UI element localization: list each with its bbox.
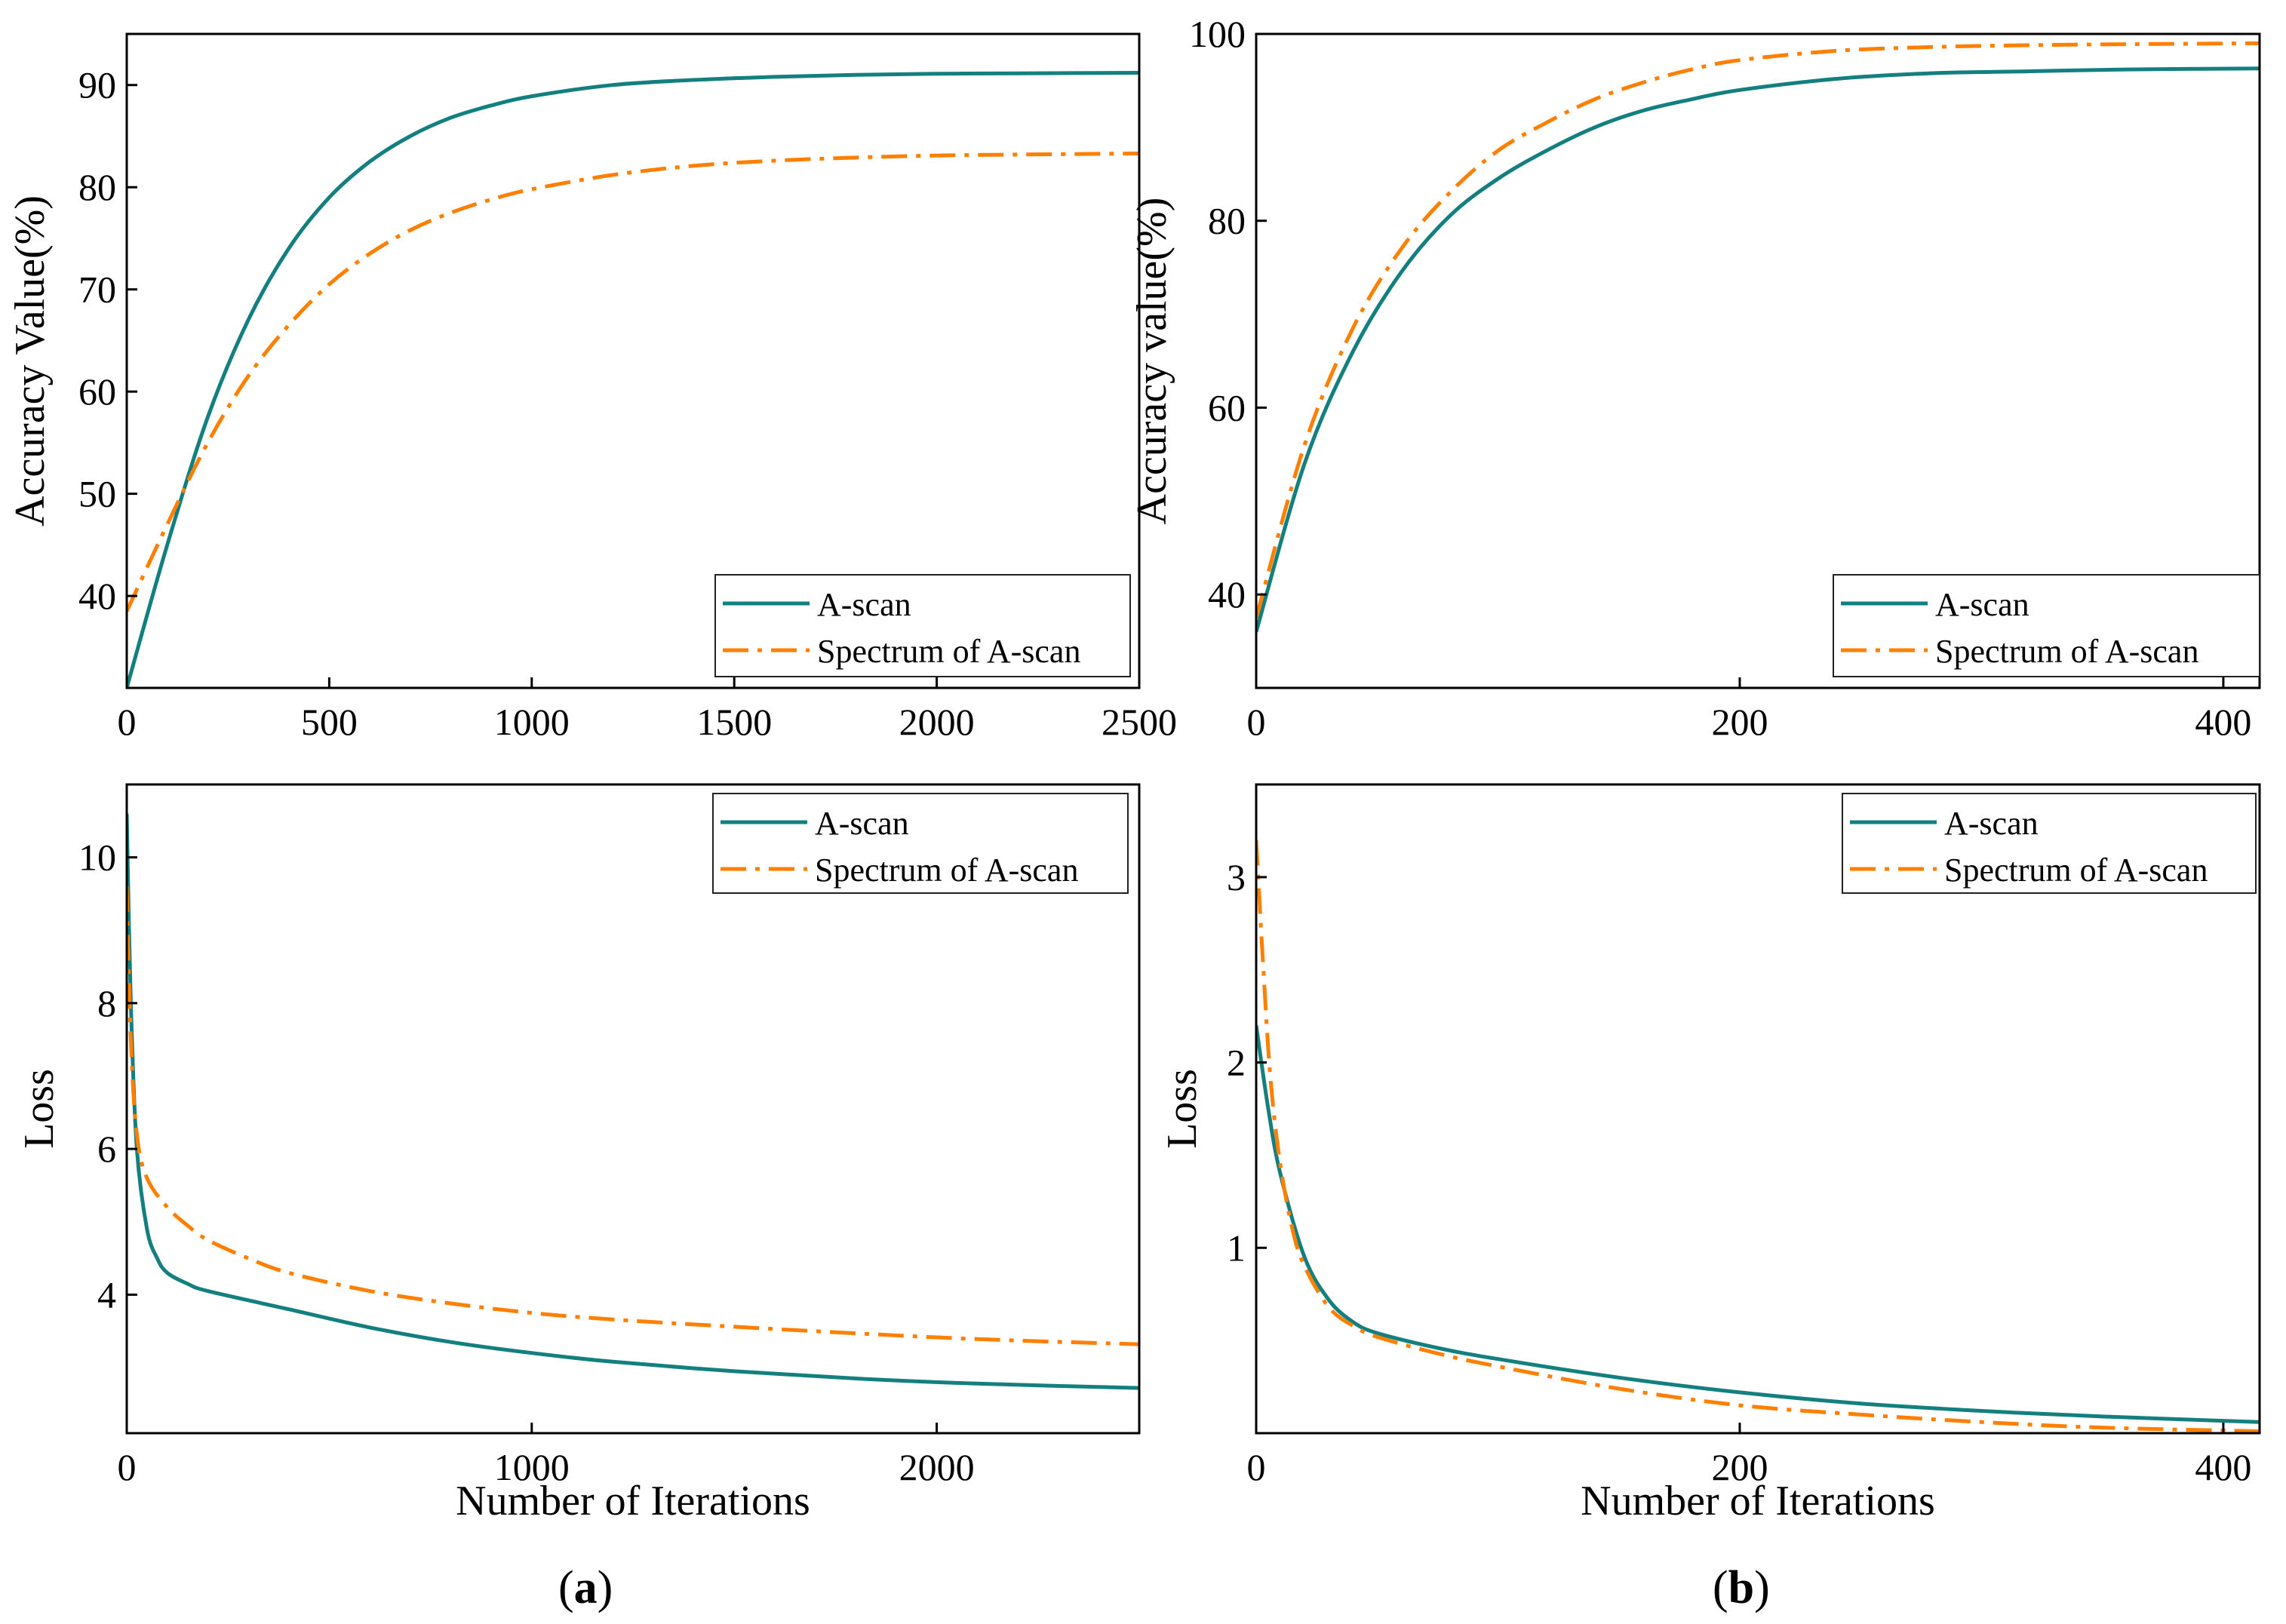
legend-box xyxy=(1833,574,2260,677)
y-tick-label: 40 xyxy=(78,575,116,617)
legend: A-scan Spectrum of A-scan xyxy=(712,793,1129,894)
series-line-a-scan xyxy=(1256,66,2260,633)
x-axis-label: Number of Iterations xyxy=(1581,1478,1935,1524)
plot-frame xyxy=(1255,783,2261,1435)
y-axis-label: Loss xyxy=(16,1069,63,1149)
chart-a-accuracy: 0 500 1000 1500 2000 2500 40 50 60 70 80 90 Accuracy… xyxy=(7,32,1177,743)
y-tick-label: 100 xyxy=(1189,13,1246,55)
y-tick-label: 90 xyxy=(78,64,116,106)
legend-label-a-scan: A-scan xyxy=(817,586,911,623)
legend-label-a-scan: A-scan xyxy=(1935,586,2029,623)
series-line-spectrum xyxy=(1256,41,2260,619)
y-tick-label: 3 xyxy=(1227,856,1246,898)
x-tick-label: 2000 xyxy=(899,701,975,743)
x-tick-label: 400 xyxy=(2195,701,2251,743)
series-line-a-scan xyxy=(127,71,1139,688)
legend-box xyxy=(712,793,1129,894)
series-line-spectrum xyxy=(127,152,1139,612)
legend-label-a-scan: A-scan xyxy=(1944,805,2039,842)
x-tick-label: 400 xyxy=(2195,1446,2251,1488)
caption-a-letter: a xyxy=(573,1562,598,1613)
legend-label-spectrum: Spectrum of A-scan xyxy=(1944,852,2208,889)
x-tick-label: 2500 xyxy=(1102,701,1177,743)
y-tick-label: 70 xyxy=(78,269,116,311)
caption-a-close: ) xyxy=(597,1562,613,1613)
y-tick-label: 8 xyxy=(97,982,116,1024)
legend-box xyxy=(1842,793,2257,894)
series-line-spectrum xyxy=(1256,840,2260,1433)
chart-b-accuracy: 0 200 400 40 60 80 100 Accuracy value(%) A-scan S… xyxy=(1129,13,2261,743)
series-line-a-scan xyxy=(1256,1025,2260,1424)
legend-label-spectrum: Spectrum of A-scan xyxy=(817,633,1080,670)
plot-frame xyxy=(125,783,1141,1435)
caption-a: (a) xyxy=(558,1561,613,1614)
x-tick-label: 0 xyxy=(118,1446,137,1488)
x-tick-label: 1000 xyxy=(494,1446,570,1488)
y-tick-label: 6 xyxy=(97,1128,116,1170)
y-tick-label: 80 xyxy=(1208,200,1246,242)
y-axis-label: Accuracy value(%) xyxy=(1129,198,1175,525)
y-tick-label: 50 xyxy=(78,473,116,515)
plot-frame xyxy=(125,32,1141,689)
legend: A-scan Spectrum of A-scan xyxy=(714,574,1131,677)
x-tick-label: 1500 xyxy=(696,701,772,743)
y-tick-label: 60 xyxy=(1208,386,1246,428)
x-tick-label: 200 xyxy=(1711,701,1768,743)
caption-a-open: ( xyxy=(558,1562,574,1613)
x-tick-label: 200 xyxy=(1711,1446,1768,1488)
legend-label-spectrum: Spectrum of A-scan xyxy=(815,852,1078,889)
series-line-spectrum xyxy=(127,886,1139,1346)
y-axis-label: Accuracy Value(%) xyxy=(7,195,54,526)
x-tick-label: 1000 xyxy=(494,701,570,743)
legend: A-scan Spectrum of A-scan xyxy=(1833,574,2260,677)
y-tick-label: 4 xyxy=(97,1273,116,1315)
caption-b-letter: b xyxy=(1728,1562,1755,1613)
legend-label-spectrum: Spectrum of A-scan xyxy=(1935,633,2198,670)
x-tick-label: 0 xyxy=(1247,701,1266,743)
legend-box xyxy=(714,574,1131,677)
caption-b-close: ) xyxy=(1754,1562,1770,1613)
series-line-a-scan xyxy=(127,813,1139,1390)
y-tick-label: 80 xyxy=(78,166,116,208)
y-tick-label: 1 xyxy=(1227,1226,1246,1269)
y-tick-label: 2 xyxy=(1227,1042,1246,1084)
plot-frame xyxy=(1255,32,2261,689)
x-axis-label: Number of Iterations xyxy=(456,1478,810,1524)
x-tick-label: 2000 xyxy=(899,1446,975,1488)
x-tick-label: 0 xyxy=(1247,1446,1266,1488)
x-tick-label: 500 xyxy=(301,701,358,743)
y-axis-label: Loss xyxy=(1159,1069,1206,1149)
legend-label-a-scan: A-scan xyxy=(815,805,909,842)
caption-b: (b) xyxy=(1713,1561,1770,1614)
x-tick-label: 0 xyxy=(118,701,137,743)
y-tick-label: 40 xyxy=(1208,573,1246,616)
y-tick-label: 10 xyxy=(78,837,116,879)
chart-a-loss: 0 1000 2000 4 6 8 10 Loss Number of Iterations A-… xyxy=(16,783,1141,1524)
chart-b-loss: 0 200 400 1 2 3 Loss Number of Iterations A-scan… xyxy=(1159,783,2261,1524)
legend: A-scan Spectrum of A-scan xyxy=(1842,793,2257,894)
caption-b-open: ( xyxy=(1713,1562,1728,1613)
y-tick-label: 60 xyxy=(78,370,116,413)
